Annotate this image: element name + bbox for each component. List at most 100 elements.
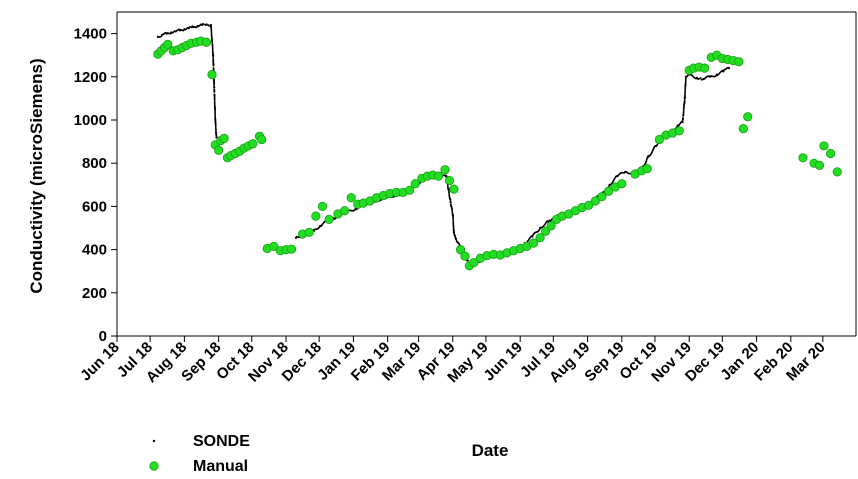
sonde-point — [682, 107, 685, 110]
sonde-point — [684, 91, 687, 94]
legend: SONDE Manual — [149, 433, 250, 475]
x-tick-label: Jun 18 — [77, 339, 123, 385]
sonde-point — [212, 54, 215, 57]
manual-point — [433, 171, 444, 181]
sonde-point — [214, 128, 217, 131]
sonde-point — [538, 228, 541, 231]
plot-area — [116, 11, 857, 337]
manual-point — [584, 200, 594, 210]
sonde-point — [684, 77, 687, 80]
sonde-point — [213, 91, 216, 93]
sonde-point — [214, 124, 217, 127]
sonde-point — [684, 90, 687, 93]
manual-point — [339, 206, 350, 216]
sonde-point — [452, 220, 455, 223]
sonde-point — [212, 55, 215, 58]
manual-point — [819, 141, 829, 151]
manual-point — [654, 134, 664, 145]
sonde-point — [458, 242, 460, 245]
sonde-point — [451, 211, 454, 214]
sonde-point — [210, 29, 213, 32]
manual-point — [590, 196, 600, 206]
sonde-point — [213, 100, 216, 102]
sonde-point — [313, 229, 316, 232]
y-tick-label: 800 — [82, 155, 107, 172]
sonde-point — [455, 237, 458, 240]
sonde-point — [682, 110, 685, 113]
x-tick-label: Sep 19 — [581, 339, 627, 385]
sonde-point — [681, 121, 684, 124]
sonde-point — [210, 33, 213, 36]
sonde-point — [684, 88, 687, 91]
manual-point — [528, 238, 539, 248]
manual-point — [603, 186, 614, 196]
manual-point — [324, 214, 334, 224]
y-tick-label: 600 — [82, 198, 107, 215]
manual-point — [460, 251, 470, 261]
manual-point — [469, 257, 479, 268]
manual-point — [449, 184, 459, 194]
manual-point — [201, 37, 212, 47]
sonde-point — [209, 23, 212, 27]
sonde-point — [215, 134, 218, 137]
sonde-point — [448, 191, 450, 194]
sonde-point — [214, 115, 217, 118]
manual-point — [535, 233, 545, 243]
manual-point — [814, 160, 825, 170]
sonde-point — [212, 57, 215, 59]
manual-point — [219, 133, 229, 143]
sonde-series — [156, 23, 731, 264]
sonde-point — [448, 192, 451, 195]
manual-point — [286, 244, 297, 254]
manual-point — [798, 153, 808, 163]
manual-point — [444, 175, 455, 186]
y-tick-label: 1200 — [74, 69, 107, 86]
sonde-point — [213, 101, 216, 104]
manual-point — [743, 112, 753, 122]
sonde-point — [160, 35, 163, 38]
sonde-point — [683, 99, 686, 102]
manual-point — [410, 179, 420, 189]
y-axis-ticks: 0 200 400 600 800 1000 1200 1400 — [74, 26, 117, 345]
x-tick-label: Sep 18 — [178, 339, 224, 385]
manual-point — [346, 193, 356, 203]
y-axis-title: Conductivity (microSiemens) — [27, 58, 46, 293]
sonde-point — [452, 231, 456, 234]
sonde-point — [211, 50, 214, 53]
manual-point — [734, 57, 744, 67]
manual-point — [738, 124, 748, 134]
y-tick-label: 1000 — [74, 112, 107, 129]
sonde-point — [446, 184, 449, 187]
y-tick-label: 400 — [82, 242, 107, 259]
manual-point — [825, 148, 836, 159]
manual-point — [311, 211, 321, 221]
legend-manual-marker — [149, 461, 159, 471]
manual-point — [440, 165, 450, 175]
sonde-point — [213, 98, 216, 101]
sonde-point — [214, 111, 216, 113]
sonde-point — [211, 49, 214, 51]
sonde-point — [451, 209, 454, 212]
manual-point — [405, 185, 415, 195]
sonde-point — [214, 125, 217, 128]
manual-series — [153, 36, 842, 271]
sonde-point — [212, 64, 215, 67]
sonde-point — [214, 117, 217, 120]
sonde-point — [210, 30, 213, 33]
sonde-point — [722, 70, 725, 73]
sonde-point — [467, 259, 469, 262]
manual-point — [832, 167, 842, 177]
sonde-point — [449, 200, 452, 204]
manual-point — [248, 139, 258, 149]
sonde-point — [190, 26, 193, 29]
sonde-point — [210, 31, 213, 34]
manual-point — [269, 241, 279, 251]
manual-point — [642, 164, 652, 174]
sonde-point — [684, 92, 686, 95]
y-tick-label: 1400 — [74, 26, 107, 43]
manual-point — [546, 221, 556, 231]
manual-point — [455, 245, 466, 255]
sonde-point — [213, 86, 216, 89]
sonde-point — [452, 218, 454, 220]
